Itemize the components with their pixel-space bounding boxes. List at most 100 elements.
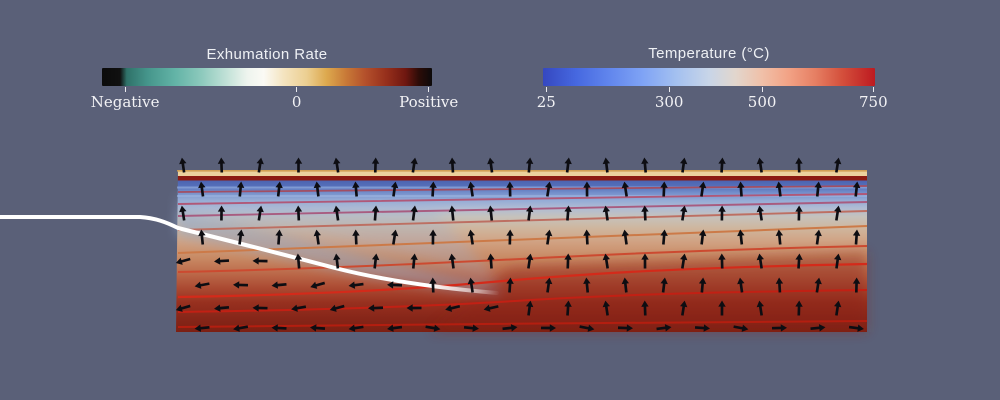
- velocity-glyph: [406, 304, 422, 312]
- colorbar-tick: [872, 87, 874, 92]
- velocity-glyph: [814, 181, 822, 197]
- velocity-glyph: [429, 277, 437, 293]
- velocity-glyph: [660, 181, 668, 197]
- velocity-glyph: [834, 253, 842, 269]
- velocity-glyph: [448, 205, 457, 221]
- isotherm-contour: [177, 320, 868, 328]
- colorbar-tick: [668, 87, 670, 92]
- velocity-glyph: [814, 229, 822, 245]
- velocity-glyph: [429, 229, 437, 245]
- velocity-glyph: [256, 205, 264, 221]
- velocity-glyph: [641, 157, 649, 173]
- velocity-glyph: [834, 300, 842, 316]
- velocity-glyph: [602, 300, 610, 316]
- velocity-glyph: [737, 181, 745, 197]
- velocity-glyph: [680, 300, 688, 316]
- velocity-glyph: [313, 181, 322, 197]
- velocity-glyph: [352, 229, 360, 245]
- velocity-glyph: [294, 253, 303, 269]
- velocity-glyph: [602, 253, 610, 269]
- velocity-glyph: [526, 300, 534, 316]
- velocity-glyph: [848, 324, 864, 332]
- velocity-glyph: [463, 324, 479, 332]
- velocity-glyph: [425, 324, 441, 332]
- velocity-glyph: [236, 229, 245, 245]
- velocity-glyph: [387, 281, 403, 289]
- velocity-glyph: [526, 253, 534, 269]
- velocity-glyph: [271, 324, 287, 332]
- velocity-glyph: [795, 253, 803, 269]
- velocity-glyph: [487, 253, 495, 269]
- velocity-glyph: [329, 304, 345, 312]
- velocity-glyph: [525, 205, 534, 221]
- velocity-glyph: [525, 157, 534, 173]
- velocity-glyph: [348, 281, 364, 289]
- velocity-glyph: [467, 229, 475, 245]
- velocity-glyph: [252, 304, 268, 312]
- velocity-glyph: [214, 257, 230, 265]
- velocity-glyph: [795, 300, 803, 316]
- colorbar-tick: [545, 87, 547, 92]
- velocity-glyph: [179, 205, 187, 221]
- velocity-glyph: [756, 253, 764, 269]
- velocity-glyph: [506, 181, 514, 197]
- temperature-title: Temperature (°C): [648, 45, 770, 62]
- velocity-glyph: [583, 181, 591, 197]
- velocity-glyph: [175, 304, 191, 312]
- velocity-glyph: [214, 304, 230, 312]
- exhumation-rate-gradient: [102, 68, 432, 86]
- velocity-glyph: [718, 157, 726, 173]
- velocity-glyph: [545, 181, 553, 197]
- colorbar-tick-label: 25: [536, 93, 556, 111]
- velocity-glyph: [621, 181, 629, 197]
- velocity-glyph: [737, 277, 745, 293]
- colorbar-tick: [124, 87, 126, 92]
- velocity-glyph: [698, 229, 707, 245]
- colorbar-tick-label: 750: [859, 93, 888, 111]
- velocity-glyph: [641, 300, 649, 316]
- hot-anomaly: [430, 252, 867, 332]
- isotherm-contour: [177, 210, 868, 231]
- velocity-glyph: [371, 253, 380, 269]
- velocity-glyph: [391, 229, 399, 245]
- velocity-glyph: [698, 277, 707, 293]
- velocity-glyph: [756, 157, 764, 173]
- fault-trace: [0, 215, 499, 295]
- velocity-glyph: [506, 277, 514, 293]
- velocity-glyph: [198, 181, 206, 197]
- velocity-glyph: [271, 281, 287, 289]
- velocity-glyph: [429, 181, 437, 197]
- velocity-glyph: [467, 277, 475, 293]
- velocity-glyph: [333, 157, 341, 173]
- velocity-glyph: [175, 257, 191, 265]
- velocity-glyph: [564, 157, 572, 173]
- velocity-glyph: [236, 181, 245, 197]
- velocity-glyph: [583, 277, 591, 293]
- velocity-glyph: [564, 300, 572, 316]
- isotherm-contour: [177, 193, 868, 205]
- velocity-glyph: [602, 205, 610, 221]
- velocity-glyph: [810, 324, 826, 332]
- velocity-glyph: [448, 253, 456, 269]
- velocity-glyph: [834, 205, 842, 221]
- velocity-glyph: [795, 205, 803, 221]
- velocity-glyph: [333, 253, 341, 269]
- velocity-glyph: [775, 277, 784, 293]
- velocity-glyph: [275, 181, 283, 197]
- velocity-glyph: [756, 205, 764, 221]
- velocity-glyph: [410, 253, 418, 269]
- velocity-glyph: [506, 229, 514, 245]
- velocity-glyph: [621, 277, 630, 293]
- velocity-glyph: [775, 229, 784, 245]
- velocity-glyph: [641, 253, 649, 269]
- velocity-glyph: [467, 181, 475, 197]
- colorbar-tick-label: 0: [291, 93, 302, 111]
- velocity-glyph: [545, 229, 553, 245]
- colorbar-tick-label: Positive: [399, 93, 459, 111]
- velocity-glyph: [680, 157, 688, 173]
- velocity-glyph: [656, 324, 672, 332]
- velocity-glyph: [310, 281, 326, 289]
- velocity-glyph: [502, 324, 518, 332]
